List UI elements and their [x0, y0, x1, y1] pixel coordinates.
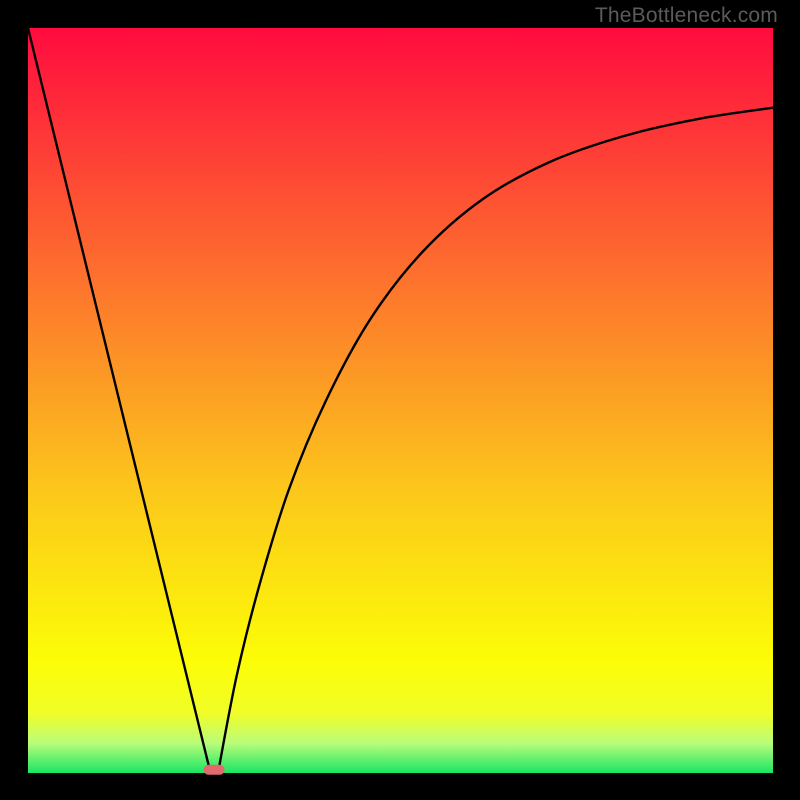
- minimum-marker: [204, 765, 225, 775]
- curve-left-branch: [28, 28, 211, 773]
- curve-svg: [28, 28, 773, 773]
- chart-plot-area: [28, 28, 773, 773]
- curve-right-branch: [218, 108, 773, 773]
- watermark-text: TheBottleneck.com: [595, 4, 778, 28]
